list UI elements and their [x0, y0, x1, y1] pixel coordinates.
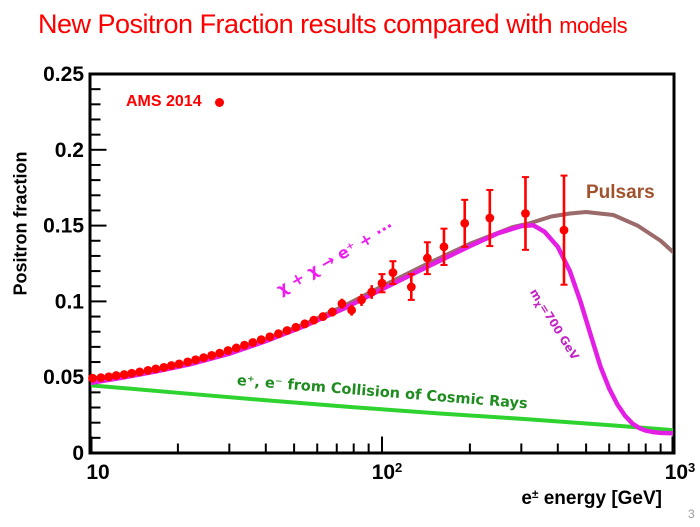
slide-title: New Positron Fraction results compared w…: [38, 9, 628, 40]
data-point: [256, 335, 266, 345]
data-point: [422, 253, 432, 263]
y-tick-labels: 0 0.05 0.1 0.15 0.2 0.25: [43, 63, 84, 465]
y-axis-title: Positron fraction: [10, 151, 31, 296]
data-point: [357, 295, 366, 305]
data-point: [207, 350, 217, 360]
legend-ams-marker-icon: [214, 97, 224, 107]
data-point: [337, 299, 347, 309]
data-point: [274, 329, 283, 339]
data-point: [282, 326, 292, 335]
curve-e-e-from-collision-of-cosmic-rays: [91, 383, 673, 433]
data-point: [96, 373, 106, 383]
svg-text:0.1: 0.1: [55, 290, 85, 313]
data-point: [88, 373, 97, 383]
data-point: [199, 353, 209, 363]
data-point: [174, 359, 184, 369]
data-point: [191, 355, 201, 365]
data-point: [119, 370, 129, 379]
data-point: [460, 218, 470, 228]
page-number: 3: [688, 507, 695, 521]
data-point: [388, 268, 398, 277]
data-point: [265, 332, 275, 342]
data-point: [183, 357, 193, 367]
data-point: [300, 319, 310, 329]
data-point: [347, 305, 357, 315]
data-point: [248, 338, 258, 347]
data-point: [291, 322, 301, 332]
slide-title-small: models: [559, 13, 628, 38]
data-point: [309, 315, 319, 325]
x-tick-label-10: 10: [86, 461, 110, 484]
data-point: [318, 312, 328, 321]
data-point: [104, 372, 114, 382]
data-point: [111, 371, 121, 380]
data-point: [559, 225, 569, 235]
data-point: [143, 365, 153, 375]
data-point: [159, 362, 169, 372]
svg-text:0.2: 0.2: [55, 139, 84, 162]
plot-frame: [88, 72, 676, 455]
pulsars-curve-label: Pulsars: [586, 182, 655, 203]
axis-ticks: [90, 88, 674, 452]
data-point: [135, 367, 145, 377]
x-tick-label-100: 102: [371, 459, 403, 484]
data-point: [327, 307, 337, 317]
curve--e-m-700-gev-: [91, 223, 673, 436]
data-point: [377, 278, 387, 288]
data-point: [127, 368, 137, 378]
svg-text:0.25: 0.25: [43, 63, 84, 86]
svg-text:0: 0: [72, 442, 84, 465]
data-point: [521, 209, 530, 218]
data-point: [367, 287, 377, 297]
ams-data-points: [88, 174, 569, 383]
data-point: [151, 364, 161, 374]
x-tick-label-1000: 103: [664, 459, 696, 484]
slide-title-main: New Positron Fraction results compared w…: [38, 9, 560, 39]
legend-ams-label: AMS 2014: [126, 93, 202, 110]
data-point: [406, 282, 416, 292]
svg-text:0.05: 0.05: [43, 366, 84, 389]
data-point: [166, 361, 176, 370]
data-point: [240, 340, 249, 350]
svg-text:0.15: 0.15: [43, 215, 84, 238]
data-point: [223, 346, 233, 355]
data-point: [485, 213, 495, 223]
data-point: [439, 242, 449, 252]
legend-ams-2014: AMS 2014: [126, 93, 224, 111]
data-point: [215, 348, 225, 358]
x-axis-title: e± energy [GeV]: [521, 487, 662, 509]
data-point: [231, 343, 241, 353]
